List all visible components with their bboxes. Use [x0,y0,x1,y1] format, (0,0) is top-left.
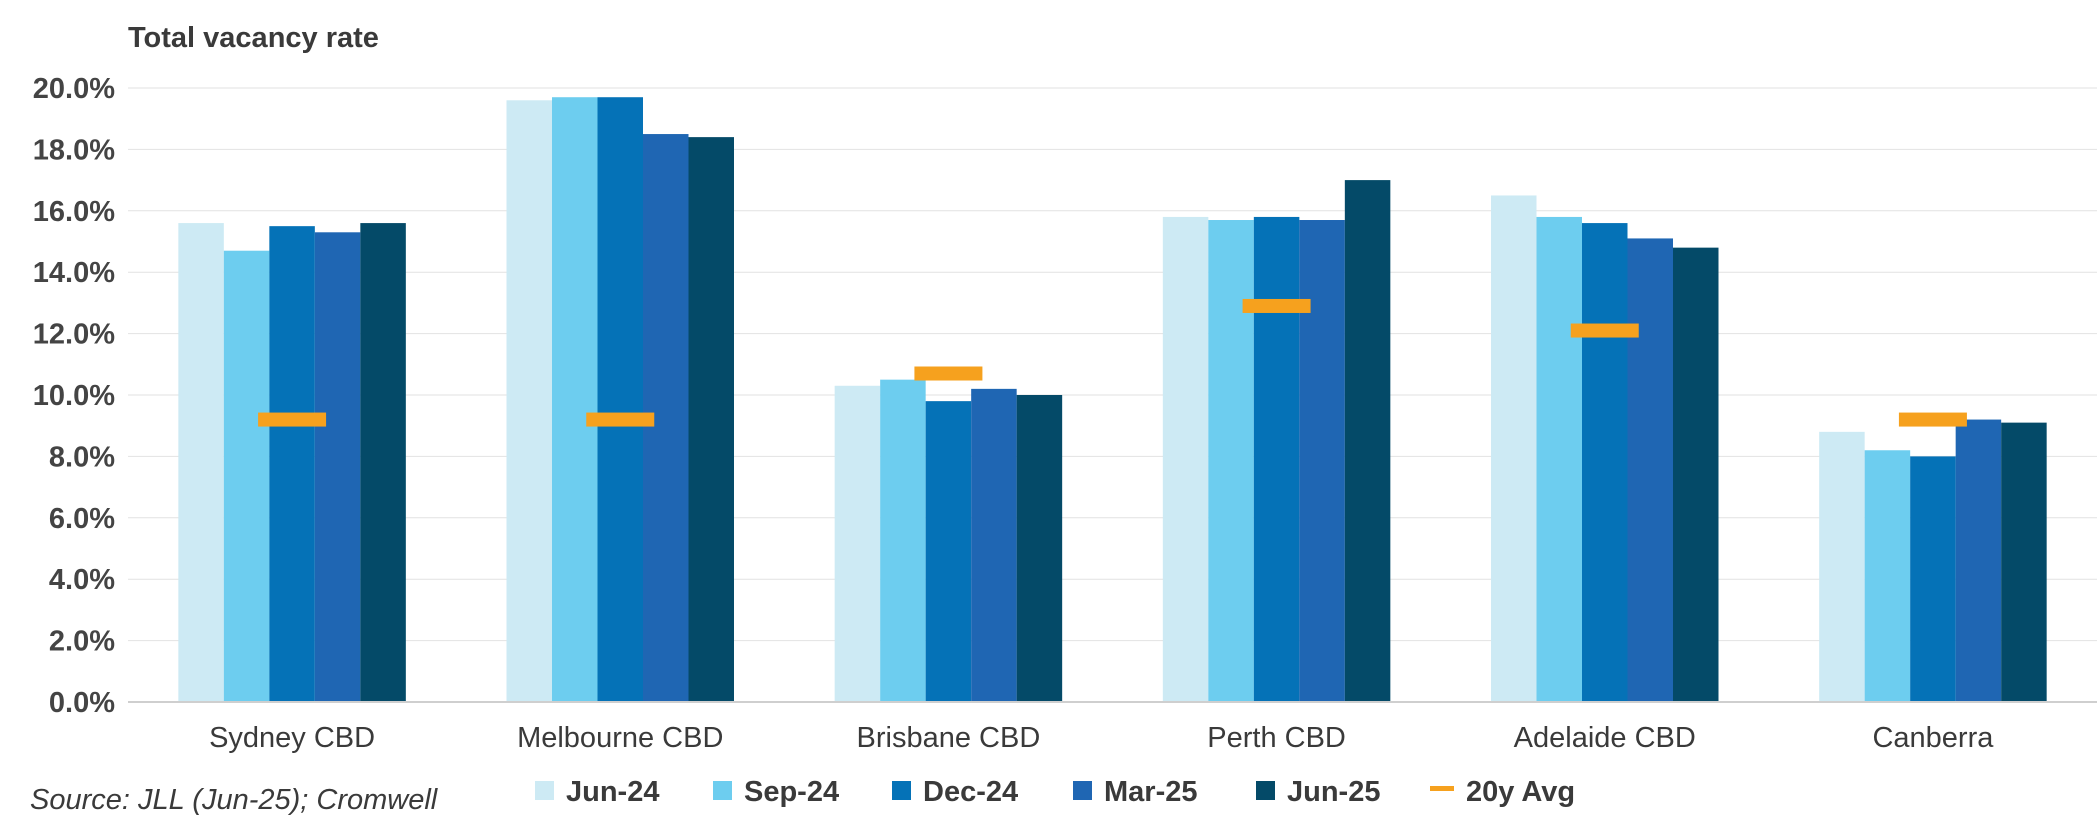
bar [1253,216,1300,702]
bar [1955,419,2002,702]
bar [1819,431,1865,702]
bar [1627,238,1673,702]
legend-swatch [535,781,554,800]
x-axis-ticks: Sydney CBD Melbourne CBD Brisbane CBD Perth… [209,722,1994,754]
x-tick-label: Melbourne CBD [517,722,723,754]
legend-swatch [1073,781,1092,800]
legend-label: Jun-25 [1287,776,1380,808]
y-axis-ticks: 0.0% 2.0% 4.0% 6.0% 8.0% 10.0% 12.0% 14.0% 16.0%… [33,73,115,719]
bar [1299,220,1345,702]
bar [1910,456,1956,702]
bars [178,97,2047,703]
legend-swatch [713,781,732,800]
y-tick-label: 20.0% [33,73,115,105]
x-tick-label: Sydney CBD [209,722,375,754]
bar [314,232,361,703]
legend-swatch [1256,781,1275,800]
avg-marker [586,412,655,427]
y-tick-label: 12.0% [33,319,115,351]
bar [688,137,734,702]
bar [1208,220,1254,702]
y-tick-label: 18.0% [33,134,115,166]
bar [2001,422,2047,702]
bar [178,223,224,702]
legend: Jun-24 Sep-24 Dec-24 Mar-25 Jun-25 20y Avg [535,776,1575,808]
bar [1673,247,1719,702]
bar [880,379,926,702]
y-tick-label: 10.0% [33,380,115,412]
bar [971,388,1017,702]
bar [1864,450,1911,702]
y-tick-label: 0.0% [49,687,115,719]
y-tick-label: 2.0% [49,626,115,658]
avg-marker [258,412,327,427]
x-tick-label: Adelaide CBD [1514,722,1696,754]
y-tick-label: 4.0% [49,564,115,596]
bar [925,401,972,702]
average-markers [258,298,1967,427]
y-tick-label: 6.0% [49,503,115,535]
bar [223,250,270,702]
legend-swatch-avg [1430,786,1454,791]
bar [360,223,406,702]
bar [552,97,598,702]
y-tick-label: 16.0% [33,196,115,228]
avg-marker [1242,298,1311,313]
legend-label: Dec-24 [923,776,1018,808]
legend-swatch [892,781,911,800]
chart-title: Total vacancy rate [128,22,379,54]
bar [1582,223,1628,702]
avg-marker [1898,412,1967,427]
bar [834,385,881,702]
x-tick-label: Brisbane CBD [857,722,1041,754]
bar [1344,180,1391,703]
bar [1162,216,1209,702]
bar [506,100,552,702]
bar [269,226,315,702]
bar [1491,195,1537,702]
gridlines [128,87,2097,642]
legend-label: Jun-24 [566,776,659,808]
source-note: Source: JLL (Jun-25); Cromwell [30,784,439,816]
avg-marker [914,366,983,381]
avg-marker [1570,323,1639,338]
x-tick-label: Perth CBD [1207,722,1346,754]
legend-label: Mar-25 [1104,776,1198,808]
x-tick-label: Canberra [1872,722,1994,754]
bar [597,97,643,702]
legend-label: 20y Avg [1466,776,1575,808]
y-tick-label: 8.0% [49,441,115,473]
bar [1536,216,1582,702]
legend-label: Sep-24 [744,776,839,808]
bar [1016,395,1063,702]
y-tick-label: 14.0% [33,257,115,289]
